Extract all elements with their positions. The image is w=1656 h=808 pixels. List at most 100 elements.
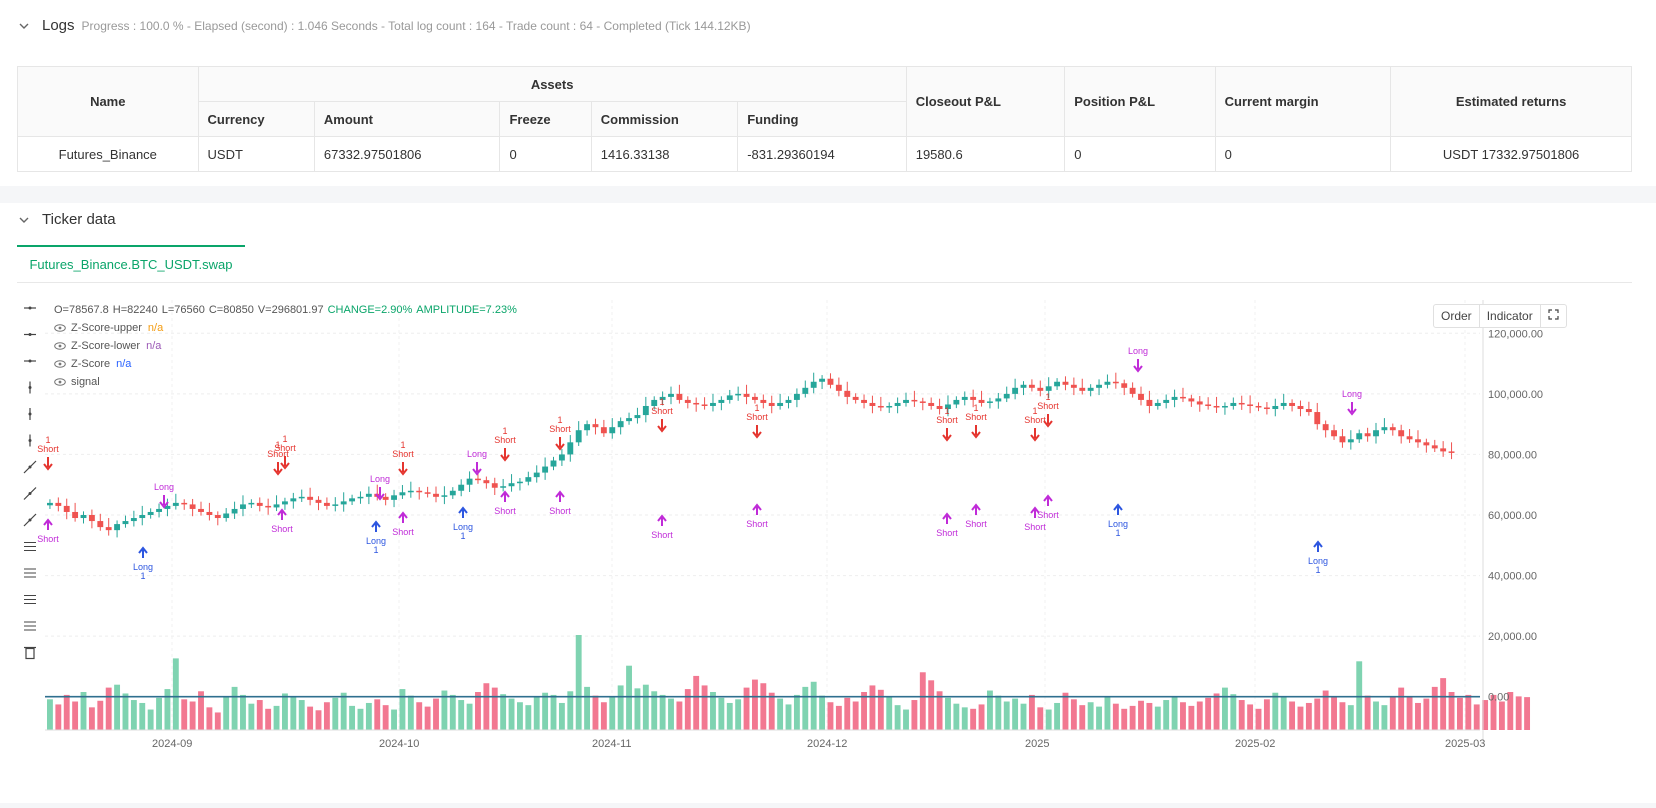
cell-freeze: 0 [499, 136, 592, 172]
volume-bar [911, 700, 918, 730]
legend-item[interactable]: Z-Score-upper n/a [54, 319, 521, 337]
legend-item[interactable]: signal [54, 373, 521, 391]
chevron-down-icon[interactable] [18, 20, 30, 32]
volume-bar [1154, 706, 1161, 730]
arrow-head [1043, 420, 1053, 428]
candle-body [542, 466, 549, 473]
volume-bar [88, 707, 95, 730]
col-funding: Funding [737, 101, 907, 137]
trend-line-icon[interactable] [23, 460, 37, 474]
volume-bar [273, 705, 280, 730]
icon-dot [28, 465, 32, 469]
candle-body [844, 390, 851, 397]
arrow-head [971, 503, 981, 511]
order-button[interactable]: Order [1434, 305, 1480, 327]
ticker-header[interactable]: Ticker data [18, 211, 116, 228]
candle-body [382, 496, 389, 500]
volume-bar [542, 692, 549, 730]
candle-body [911, 399, 918, 402]
trash-icon[interactable] [24, 646, 36, 660]
candle-body [970, 396, 977, 400]
candle-body [307, 496, 314, 500]
eye-icon[interactable] [54, 342, 66, 350]
candle-body [1331, 430, 1337, 437]
volume-bar [1297, 706, 1304, 730]
volume-bar [1272, 692, 1279, 730]
candle-body [391, 495, 397, 500]
signal-label: 1 [275, 440, 280, 450]
candle-body [651, 399, 658, 406]
tab-divider [17, 282, 1632, 283]
signal-label: Short [392, 449, 414, 459]
volume-bar [1230, 694, 1237, 730]
candle-body [508, 483, 515, 487]
volume-bar [701, 685, 708, 730]
candle-body [416, 490, 423, 493]
vertical-segment-icon[interactable] [28, 408, 32, 420]
volume-bar [735, 699, 742, 730]
candle-body [1305, 409, 1312, 413]
parallel-channel-icon[interactable] [24, 568, 36, 578]
extended-trend-icon[interactable] [23, 513, 37, 527]
tab-btc-usdt-swap[interactable]: Futures_Binance.BTC_USDT.swap [17, 245, 245, 282]
volume-bar [97, 700, 104, 730]
candle-body [349, 498, 356, 502]
indicator-button[interactable]: Indicator [1480, 305, 1541, 327]
vertical-line-icon[interactable] [28, 381, 32, 394]
volume-bar [777, 698, 784, 730]
horizontal-ray-icon[interactable] [24, 333, 36, 336]
logs-header[interactable]: Logs Progress : 100.0 % - Elapsed (secon… [18, 17, 751, 34]
price-range-icon[interactable] [24, 542, 36, 551]
signal-label: Short [1024, 415, 1046, 425]
volume-bar [1129, 705, 1136, 730]
candle-body [1020, 384, 1027, 388]
ray-line-icon[interactable] [23, 487, 37, 500]
volume-bar [584, 686, 591, 730]
chevron-down-icon[interactable] [18, 214, 30, 226]
candle-body [592, 424, 599, 428]
candle-body [273, 504, 280, 508]
signal-label: Long [1108, 519, 1128, 529]
volume-bar [676, 701, 683, 730]
cell-closeout: 19580.6 [905, 136, 1066, 172]
vertical-ray-icon[interactable] [28, 434, 32, 447]
volume-bar [189, 701, 196, 730]
pitchfork-icon[interactable] [24, 595, 36, 604]
legend-item-name: Z-Score-lower [71, 340, 141, 352]
candle-body [894, 402, 901, 406]
volume-bar [433, 698, 439, 730]
eye-icon[interactable] [54, 378, 66, 386]
volume-bar [600, 702, 607, 730]
candle-body [1423, 442, 1430, 446]
time-axis: 2024-09 2024-10 2024-11 2024-12 2025 2025-02 2… [45, 729, 1485, 750]
volume-bar [525, 705, 532, 730]
volume-bar [80, 692, 87, 730]
candle-body [1398, 430, 1405, 437]
signal-label: Short [494, 435, 516, 445]
fullscreen-button[interactable] [1541, 305, 1566, 327]
candle-body [1054, 381, 1061, 387]
time-tick-label: 2024-09 [152, 738, 192, 750]
volume-bar [626, 665, 632, 730]
candle-body [407, 490, 414, 493]
volume-bar [1020, 703, 1027, 730]
horizontal-line-icon[interactable] [24, 306, 36, 310]
signal-label: Short [1024, 522, 1046, 532]
legend-item[interactable]: Z-Score n/a [54, 355, 521, 373]
signal-label: Short [37, 444, 59, 454]
volume-bar [1247, 704, 1254, 730]
legend-item-value: n/a [147, 322, 164, 334]
signal-label: 1 [754, 403, 759, 413]
candle-body [877, 405, 884, 408]
legend-item[interactable]: Z-Score-lower n/a [54, 337, 521, 355]
volume-bar [642, 684, 649, 730]
volume-bar [953, 703, 960, 730]
eye-icon[interactable] [54, 324, 66, 332]
volume-bar [139, 702, 146, 730]
eye-icon[interactable] [54, 360, 66, 368]
fib-levels-icon[interactable] [24, 621, 36, 631]
candle-body [1381, 427, 1388, 431]
extended-line-icon[interactable] [24, 359, 36, 363]
volume-bar [567, 691, 574, 730]
